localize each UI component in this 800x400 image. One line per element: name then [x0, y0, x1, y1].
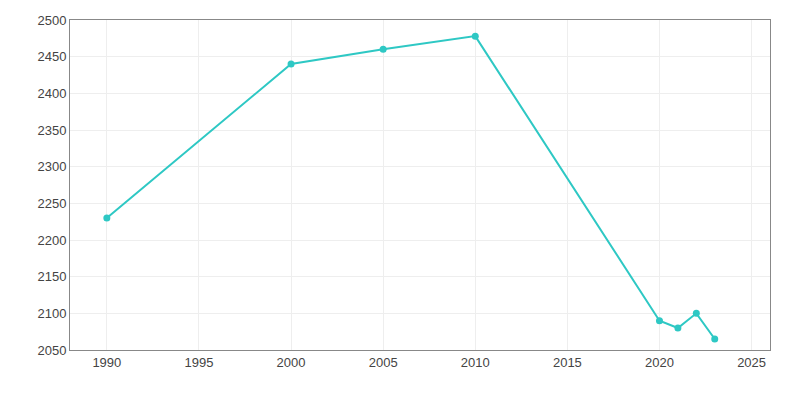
svg-text:2150: 2150 — [37, 269, 66, 284]
svg-text:2500: 2500 — [37, 13, 66, 28]
svg-text:2000: 2000 — [277, 355, 306, 370]
svg-text:2015: 2015 — [553, 355, 582, 370]
svg-text:2100: 2100 — [37, 306, 66, 321]
svg-text:2300: 2300 — [37, 159, 66, 174]
svg-text:2400: 2400 — [37, 86, 66, 101]
svg-text:2200: 2200 — [37, 233, 66, 248]
svg-text:2025: 2025 — [737, 355, 766, 370]
svg-text:1990: 1990 — [92, 355, 121, 370]
svg-text:2050: 2050 — [37, 343, 66, 358]
svg-text:2250: 2250 — [37, 196, 66, 211]
svg-text:1995: 1995 — [184, 355, 213, 370]
svg-text:2010: 2010 — [461, 355, 490, 370]
svg-text:2020: 2020 — [645, 355, 674, 370]
svg-text:2005: 2005 — [369, 355, 398, 370]
svg-text:2350: 2350 — [37, 123, 66, 138]
svg-text:2450: 2450 — [37, 49, 66, 64]
